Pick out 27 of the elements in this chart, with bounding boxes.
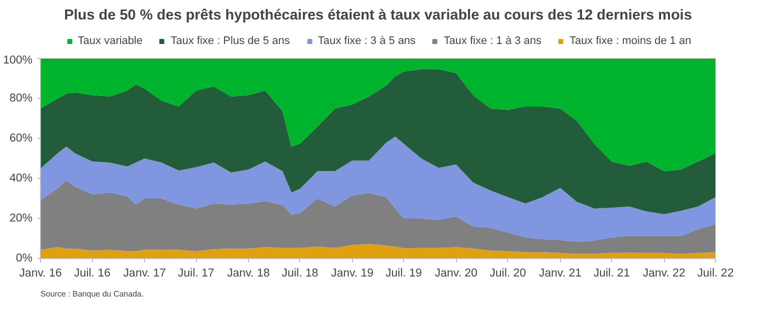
x-tick-label: Janv. 17 xyxy=(123,268,166,280)
x-tick-label: Juil. 18 xyxy=(282,268,318,280)
source-note: Source : Banque du Canada. xyxy=(40,290,144,298)
x-tick-label: Juil. 19 xyxy=(386,268,422,280)
x-tick-label: Janv. 21 xyxy=(538,268,582,280)
chart-title: Plus de 50 % des prêts hypothécaires étaient à taux variable au cours des 12 derniers mois xyxy=(64,8,692,24)
x-tick-label: Juil. 20 xyxy=(490,268,526,280)
y-tick-label: 80% xyxy=(9,92,33,104)
y-tick-label: 0% xyxy=(16,252,33,264)
x-tick-label: Juil. 16 xyxy=(74,268,110,280)
x-tick-label: Juil. 17 xyxy=(178,268,214,280)
legend-label: Taux fixe : Plus de 5 ans xyxy=(170,35,290,47)
x-tick-label: Juil. 21 xyxy=(593,268,630,280)
x-tick-label: Juil. 22 xyxy=(697,268,734,280)
x-tick-label: Janv. 18 xyxy=(227,268,270,280)
y-tick-label: 40% xyxy=(9,172,33,184)
x-tick-label: Janv. 20 xyxy=(434,268,478,280)
legend-label: Taux variable xyxy=(78,35,143,47)
legend-label: Taux fixe : 3 à 5 ans xyxy=(318,35,416,47)
x-tick-label: Janv. 19 xyxy=(330,268,374,280)
y-tick-label: 20% xyxy=(9,212,33,224)
y-tick-label: 100% xyxy=(3,54,33,66)
legend-label: Taux fixe : 1 à 3 ans xyxy=(444,35,542,47)
y-tick-label: 60% xyxy=(9,132,33,144)
x-tick-label: Janv. 16 xyxy=(19,268,62,280)
legend-label: Taux fixe : moins de 1 an xyxy=(570,35,692,47)
x-tick-label: Janv. 22 xyxy=(642,268,686,280)
